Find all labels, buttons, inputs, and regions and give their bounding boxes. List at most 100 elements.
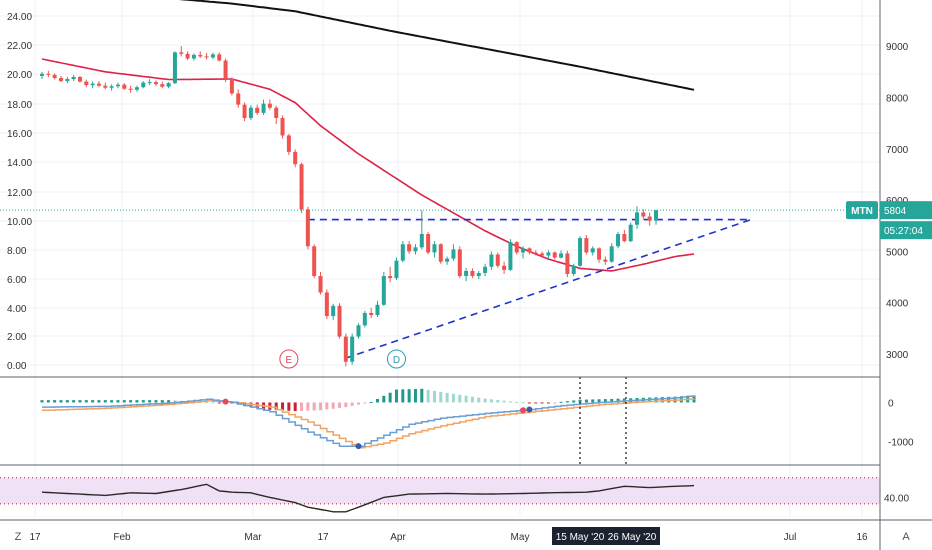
price-pane[interactable] [0,0,880,367]
candle[interactable] [299,162,304,213]
candle[interactable] [255,104,260,115]
candle[interactable] [394,257,399,281]
candle-body[interactable] [109,86,114,88]
candle[interactable] [280,115,285,139]
candle[interactable] [318,271,323,295]
candle[interactable] [115,82,120,89]
candle-body[interactable] [343,336,348,362]
candle-body[interactable] [58,77,63,82]
candle-body[interactable] [40,73,44,76]
candle-body[interactable] [609,246,614,262]
candle[interactable] [324,289,329,320]
candle-body[interactable] [261,103,266,113]
candle-body[interactable] [185,53,190,59]
candle[interactable] [432,241,437,258]
candle-body[interactable] [540,253,545,256]
candle[interactable] [540,251,545,258]
candle[interactable] [267,99,272,110]
candle-body[interactable] [223,60,228,80]
candle-body[interactable] [584,238,589,253]
candle-body[interactable] [77,76,82,82]
candle[interactable] [457,246,462,279]
candle[interactable] [96,81,101,88]
candle[interactable] [312,244,317,279]
candle-body[interactable] [622,233,627,242]
event-marker-circle[interactable] [386,349,406,369]
candle-body[interactable] [489,254,494,267]
candle[interactable] [609,243,614,263]
candle[interactable] [590,246,595,256]
candle-body[interactable] [464,270,469,277]
candle-body[interactable] [122,84,127,89]
candle-body[interactable] [571,265,576,274]
candle-body[interactable] [210,54,215,58]
candle-body[interactable] [141,82,146,88]
candle-body[interactable] [369,312,374,316]
candle[interactable] [451,244,456,261]
candle-body[interactable] [242,104,247,119]
candle[interactable] [628,222,633,243]
candle-body[interactable] [293,151,298,165]
candle-body[interactable] [160,84,165,87]
candle-body[interactable] [172,52,177,84]
candle-body[interactable] [419,233,424,248]
candle[interactable] [369,307,374,319]
candle[interactable] [242,102,247,122]
candle[interactable] [356,323,361,339]
rsi-pane[interactable] [41,483,695,513]
candle[interactable] [147,79,152,86]
candle-body[interactable] [90,83,95,86]
candle[interactable] [521,246,526,259]
macd-pane[interactable] [40,377,696,465]
candle-body[interactable] [590,248,595,253]
candle[interactable] [597,247,602,263]
candle-body[interactable] [451,249,456,259]
candle-body[interactable] [204,56,209,58]
candle-body[interactable] [103,85,108,88]
candle[interactable] [635,206,640,229]
candle-body[interactable] [229,79,234,94]
candle-body[interactable] [647,216,652,221]
candle-body[interactable] [52,74,57,78]
candle-body[interactable] [413,247,418,252]
candle-body[interactable] [166,83,171,87]
candle[interactable] [552,251,557,260]
candle[interactable] [546,250,551,259]
candle-body[interactable] [514,242,519,253]
candle[interactable] [622,229,627,243]
candle[interactable] [343,333,348,367]
candle[interactable] [426,231,431,255]
candle[interactable] [77,75,82,83]
candle[interactable] [533,250,538,256]
candle[interactable] [153,80,158,87]
candle[interactable] [578,236,583,267]
candle-body[interactable] [400,244,405,261]
candle[interactable] [191,53,196,61]
candle-body[interactable] [350,336,355,362]
candle[interactable] [362,310,367,328]
candle[interactable] [571,263,576,277]
candle[interactable] [52,73,57,80]
candle[interactable] [103,82,108,90]
candle-body[interactable] [533,252,538,254]
candle-body[interactable] [438,244,443,262]
candle[interactable] [514,241,519,255]
candle[interactable] [204,52,209,60]
candle[interactable] [40,71,44,80]
candle[interactable] [470,268,475,279]
candle-body[interactable] [356,325,361,337]
candle-body[interactable] [445,258,450,262]
candle[interactable] [109,84,114,91]
candle[interactable] [616,231,621,249]
candle[interactable] [489,251,494,270]
candle-body[interactable] [527,248,532,253]
candle-body[interactable] [134,87,139,90]
candle-body[interactable] [470,270,475,277]
candle-body[interactable] [236,93,241,105]
candle[interactable] [185,51,190,61]
candle-body[interactable] [628,224,633,242]
candle-body[interactable] [198,54,203,57]
candle-body[interactable] [267,103,272,108]
candle[interactable] [464,267,469,282]
candle-body[interactable] [305,209,310,247]
